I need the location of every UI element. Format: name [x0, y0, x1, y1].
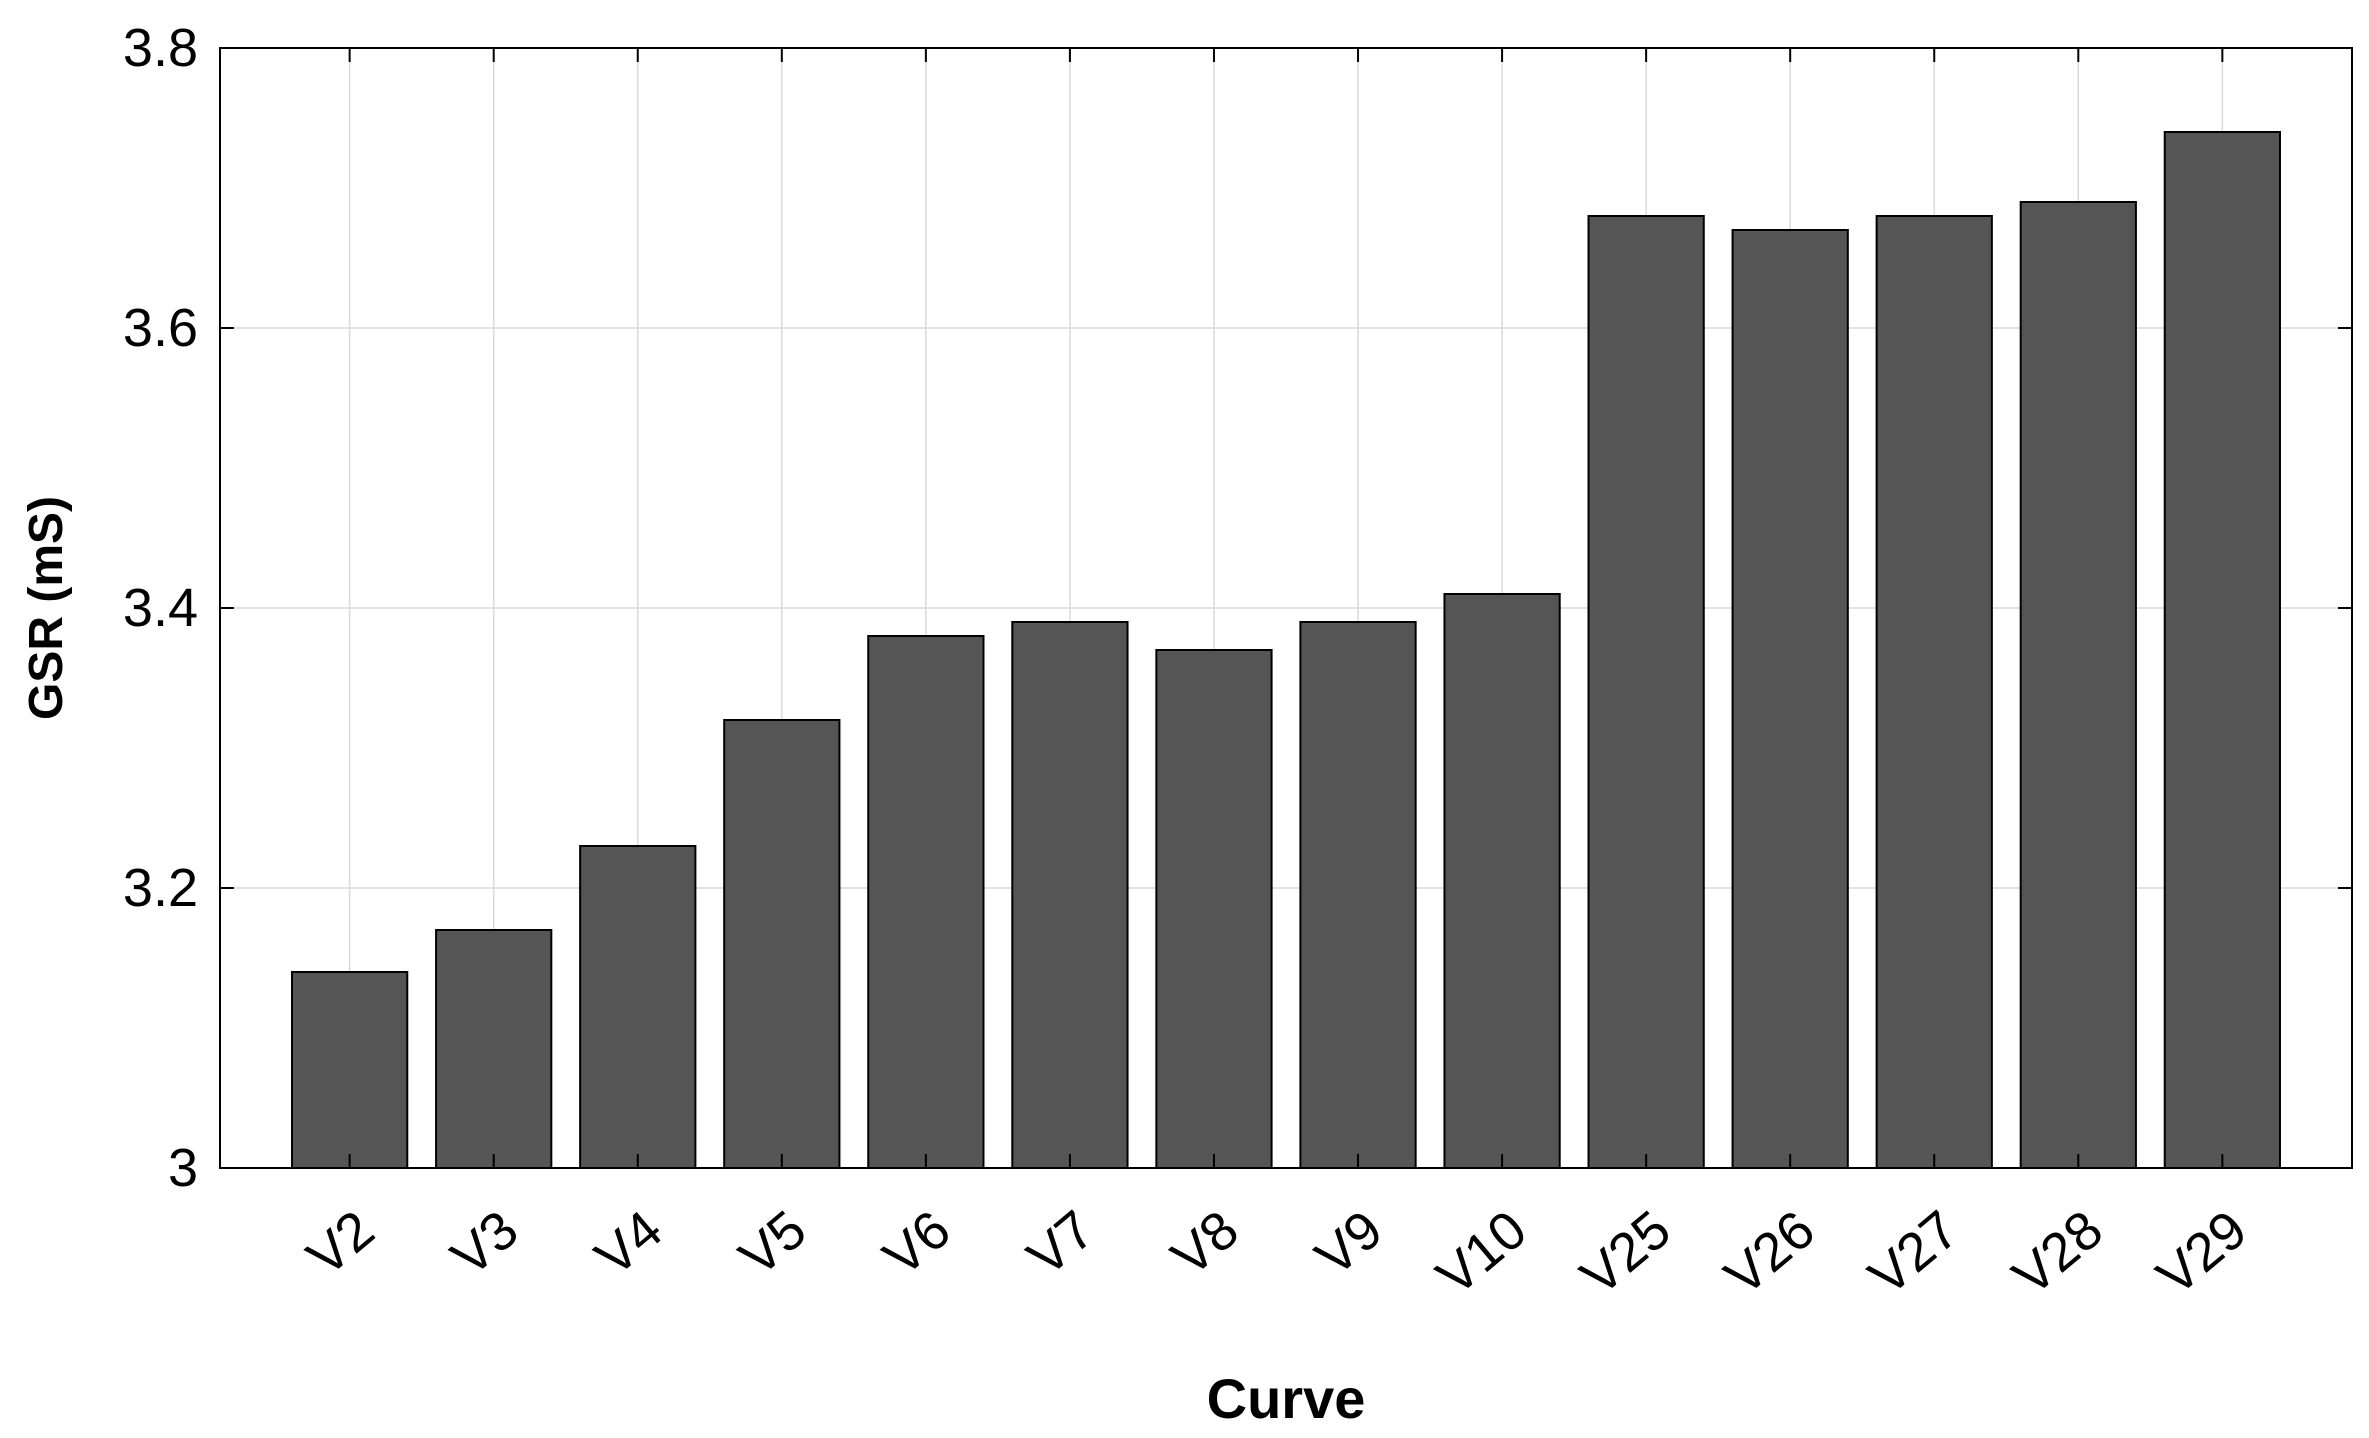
x-tick-label-v26: V26 — [1714, 1199, 1826, 1307]
bar-v25 — [1587, 215, 1705, 1169]
y-tick-label: 3.2 — [123, 858, 198, 918]
bar-v6 — [867, 635, 985, 1169]
x-tick-labels: V2 V3 V4 V5 V6 V7 V8 V9 V10 V25 V26 V27 V28 V29 — [296, 1199, 2258, 1307]
bar-v26 — [1731, 229, 1849, 1169]
x-tick-label-v29: V29 — [2146, 1199, 2258, 1307]
x-tick-label-v25: V25 — [1570, 1199, 1682, 1307]
x-tick-label-v3: V3 — [440, 1199, 529, 1287]
y-tick-label: 3.6 — [123, 298, 198, 358]
x-tick-label-v2: V2 — [296, 1199, 385, 1287]
bar-v2 — [291, 971, 409, 1169]
y-tick-labels: 3 3.2 3.4 3.6 3.8 — [123, 18, 198, 1198]
bar-v5 — [723, 719, 841, 1169]
bar-v8 — [1155, 649, 1273, 1169]
x-tick-label-v10: V10 — [1426, 1199, 1538, 1307]
x-tick-label-v4: V4 — [584, 1199, 673, 1287]
ticks — [220, 47, 2352, 1169]
bar-v9 — [1299, 621, 1417, 1169]
x-tick-label-v6: V6 — [872, 1199, 961, 1287]
y-tick-label: 3.4 — [123, 578, 198, 638]
x-tick-label-v5: V5 — [728, 1199, 817, 1287]
x-tick-label-v27: V27 — [1858, 1199, 1970, 1307]
bar-v27 — [1875, 215, 1993, 1169]
y-tick-label: 3.8 — [123, 18, 198, 78]
bar-v3 — [435, 929, 553, 1169]
x-tick-label-v28: V28 — [2002, 1199, 2114, 1307]
x-tick-label-v8: V8 — [1161, 1199, 1250, 1287]
x-tick-label-v9: V9 — [1305, 1199, 1394, 1287]
bar-v10 — [1443, 593, 1561, 1169]
bar-v29 — [2163, 131, 2281, 1169]
x-tick-label-v7: V7 — [1016, 1199, 1105, 1287]
x-axis-title: Curve — [1207, 1367, 1366, 1430]
bar-v28 — [2019, 201, 2137, 1169]
y-axis-title: GSR (mS) — [20, 496, 73, 720]
bar-v4 — [579, 845, 697, 1169]
y-tick-label: 3 — [168, 1138, 198, 1198]
bars — [291, 131, 2281, 1169]
bar-v7 — [1011, 621, 1129, 1169]
